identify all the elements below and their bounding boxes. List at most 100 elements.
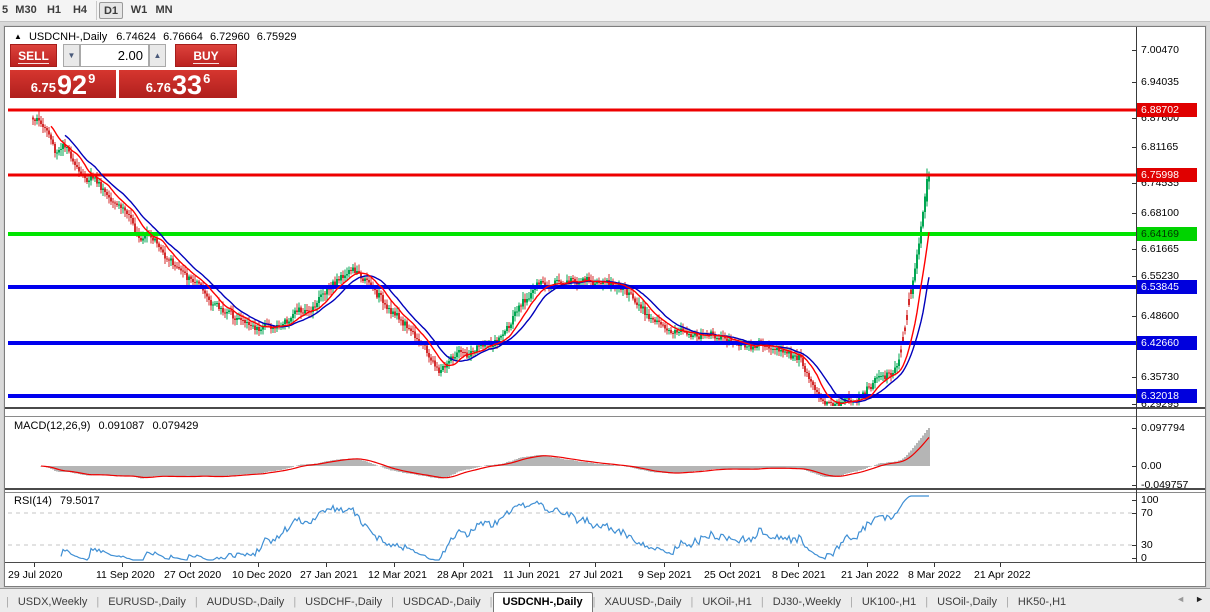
buy-price-quote[interactable]: 6.76 33 6 (119, 70, 237, 100)
tab-hk50-h1[interactable]: HK50-,H1 (1017, 596, 1067, 608)
timeframe-button-d1[interactable]: D1 (99, 2, 123, 19)
time-axis-label: 11 Jun 2021 (503, 569, 561, 581)
timeframe-button-m30[interactable]: M30 (15, 4, 37, 16)
time-axis-label: 10 Dec 2020 (232, 569, 292, 581)
tab-scroll-arrows: ◄ ► (1176, 594, 1204, 604)
timeframe-button-w1[interactable]: W1 (130, 4, 148, 16)
time-axis-tick (258, 563, 259, 567)
tab-divider: | (849, 596, 853, 608)
price-axis-label: 6.61665 (1141, 243, 1179, 255)
sell-button[interactable]: SELL (10, 44, 57, 67)
main-pane-separator[interactable] (5, 407, 1205, 409)
price-axis-label: 6.35730 (1141, 371, 1179, 383)
tab-usdchf-daily[interactable]: USDCHF-,Daily (305, 596, 383, 608)
time-axis-tick (1000, 563, 1001, 567)
time-axis-label: 9 Sep 2021 (638, 569, 692, 581)
collapse-triangle-icon[interactable]: ▲ (14, 32, 22, 41)
rsi-axis-tick (1132, 500, 1136, 501)
time-axis-tick (798, 563, 799, 567)
price-axis-label: 6.94035 (1141, 76, 1179, 88)
price-axis-tick (1132, 213, 1136, 214)
rsi-axis-tick (1132, 513, 1136, 514)
time-axis-tick (122, 563, 123, 567)
time-axis-label: 27 Jan 2021 (300, 569, 358, 581)
time-axis-tick (463, 563, 464, 567)
macd-label: MACD(12,26,9) 0.091087 0.079429 (14, 420, 199, 432)
time-axis-label: 12 Mar 2021 (368, 569, 427, 581)
price-axis-tick (1132, 377, 1136, 378)
buy-price-big: 33 (172, 70, 203, 100)
time-axis-tick (326, 563, 327, 567)
buy-button[interactable]: BUY (175, 44, 237, 67)
time-axis-tick (934, 563, 935, 567)
price-axis-tick (1132, 147, 1136, 148)
price-axis-tick (1132, 118, 1136, 119)
time-axis-label: 27 Oct 2020 (164, 569, 222, 581)
tab-usdcnh-daily[interactable]: USDCNH-,Daily (492, 592, 593, 612)
rsi-axis-tick (1132, 545, 1136, 546)
tab-dj30-weekly[interactable]: DJ30-,Weekly (772, 596, 841, 608)
sell-price-quote[interactable]: 6.75 92 9 (10, 70, 116, 100)
macd-main-value: 0.091087 (98, 420, 145, 432)
timeframe-toolbar: 5 M30 H1 H4 D1 W1 MN (0, 0, 1210, 22)
tab-eurusd-daily[interactable]: EURUSD-,Daily (108, 596, 186, 608)
timeframe-button-h4[interactable]: H4 (72, 4, 88, 16)
price-chart[interactable] (8, 28, 1136, 407)
time-axis-tick (394, 563, 395, 567)
volume-input[interactable] (80, 44, 149, 67)
time-axis-label: 21 Apr 2022 (974, 569, 1031, 581)
timeframe-button-5[interactable]: 5 (1, 4, 9, 16)
tab-divider: | (1006, 596, 1009, 608)
price-axis-tick (1132, 404, 1136, 405)
timeframe-button-h1[interactable]: H1 (46, 4, 62, 16)
tab-uk100-h1[interactable]: UK100-,H1 (861, 596, 917, 608)
price-axis-tick (1132, 249, 1136, 250)
macd-axis-tick (1132, 466, 1136, 467)
macd-pane-separator[interactable] (5, 488, 1205, 490)
price-axis-label: 6.55230 (1141, 270, 1179, 282)
tab-usdx-weekly[interactable]: USDX,Weekly (17, 596, 88, 608)
chart-tab-bar: | USDX,Weekly | EURUSD-,Daily | AUDUSD-,Daily… (0, 588, 1210, 612)
tab-divider: | (690, 596, 694, 608)
volume-decrease-button[interactable]: ▼ (63, 44, 80, 67)
price-level-badge: 6.88702 (1137, 103, 1197, 117)
price-axis-tick (1132, 316, 1136, 317)
timeframe-button-mn[interactable]: MN (155, 4, 173, 16)
tab-usoil-daily[interactable]: USOil-,Daily (937, 596, 998, 608)
price-axis-tick (1132, 50, 1136, 51)
macd-chart[interactable] (8, 418, 1136, 487)
price-axis-tick (1132, 183, 1136, 184)
tab-usdcad-daily[interactable]: USDCAD-,Daily (403, 596, 481, 608)
tab-scroll-left-icon[interactable]: ◄ (1176, 594, 1186, 604)
tab-scroll-right-icon[interactable]: ► (1195, 594, 1204, 604)
tab-xauusd-daily[interactable]: XAUUSD-,Daily (604, 596, 682, 608)
rsi-axis-tick (1132, 558, 1136, 559)
price-axis-tick (1132, 82, 1136, 83)
time-axis-label: 25 Oct 2021 (704, 569, 762, 581)
time-axis-tick (34, 563, 35, 567)
toolbar-separator (96, 1, 97, 20)
macd-axis-label: 0.00 (1141, 460, 1162, 472)
volume-increase-button[interactable]: ▲ (149, 44, 166, 67)
tab-divider: | (391, 596, 395, 608)
time-axis-tick (595, 563, 596, 567)
price-level-badge: 6.53845 (1137, 280, 1197, 294)
tab-divider: | (760, 596, 764, 608)
buy-price-prefix: 6.76 (145, 80, 172, 95)
macd-axis-tick (1132, 428, 1136, 429)
tab-ukoil-h1[interactable]: UKOil-,H1 (702, 596, 752, 608)
macd-axis-label: 0.097794 (1141, 422, 1185, 434)
price-level-badge: 6.32018 (1137, 389, 1197, 403)
tab-divider: | (592, 596, 596, 608)
macd-signal-value: 0.079429 (152, 420, 199, 432)
rsi-chart[interactable] (8, 493, 1136, 562)
tab-audusd-daily[interactable]: AUDUSD-,Daily (206, 596, 285, 608)
time-axis-label: 21 Jan 2022 (841, 569, 899, 581)
sell-price-pip: 9 (88, 71, 96, 86)
time-axis-tick (664, 563, 665, 567)
price-level-badge: 6.75998 (1137, 168, 1197, 182)
time-axis-label: 11 Sep 2020 (96, 569, 155, 581)
sell-price-big: 92 (57, 70, 88, 100)
price-axis-label: 6.81165 (1141, 141, 1179, 153)
rsi-axis-label: 70 (1141, 507, 1153, 519)
